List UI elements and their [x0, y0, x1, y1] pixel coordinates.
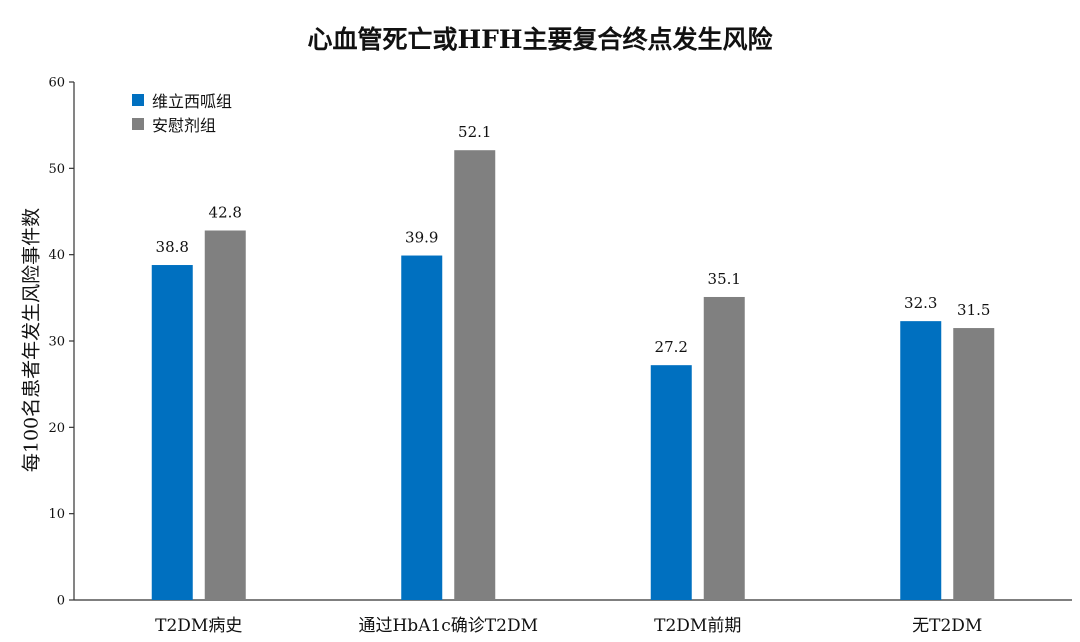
bar-1-3: [953, 328, 995, 600]
legend-label-series-1: 安慰剂组: [152, 116, 217, 135]
bar-0-2: [650, 365, 692, 600]
bar-1-2: [703, 296, 745, 600]
legend-label-series-0: 维立西呱组: [152, 92, 233, 111]
bar-label-1-3: 31.5: [957, 301, 990, 319]
y-tick-label-5: 50: [48, 162, 65, 177]
x-tick-label-0: T2DM病史: [155, 616, 242, 636]
legend-swatch-series-1: [132, 118, 144, 130]
bar-1-0: [204, 230, 246, 600]
x-tick-label-2: T2DM前期: [654, 616, 741, 636]
y-tick-label-3: 30: [48, 335, 65, 350]
bar-label-0-0: 38.8: [156, 238, 189, 256]
bar-0-1: [401, 255, 443, 600]
bar-label-0-1: 39.9: [405, 229, 438, 247]
bar-label-1-2: 35.1: [708, 270, 741, 288]
x-tick-label-3: 无T2DM: [912, 616, 982, 636]
legend-item-series-0: 维立西呱组: [132, 88, 232, 112]
x-tick-label-1: 通过HbA1c确诊T2DM: [358, 616, 538, 636]
y-tick-label-4: 40: [48, 248, 65, 263]
y-tick-label-6: 60: [48, 76, 65, 91]
legend-item-series-1: 安慰剂组: [132, 112, 232, 136]
legend-swatch-series-0: [132, 94, 144, 106]
bar-label-1-0: 42.8: [209, 203, 242, 221]
bar-0-3: [900, 321, 942, 600]
bar-label-0-2: 27.2: [655, 338, 688, 356]
bar-1-1: [454, 150, 496, 600]
y-tick-label-2: 20: [48, 421, 65, 436]
bar-label-0-3: 32.3: [904, 294, 937, 312]
chart-title: 心血管死亡或HFH主要复合终点发生风险: [307, 25, 773, 54]
legend: 维立西呱组 安慰剂组: [132, 88, 232, 136]
bar-label-1-1: 52.1: [458, 123, 491, 141]
y-tick-label-0: 0: [57, 594, 65, 609]
y-tick-label-1: 10: [48, 507, 65, 522]
bar-0-0: [151, 265, 193, 600]
